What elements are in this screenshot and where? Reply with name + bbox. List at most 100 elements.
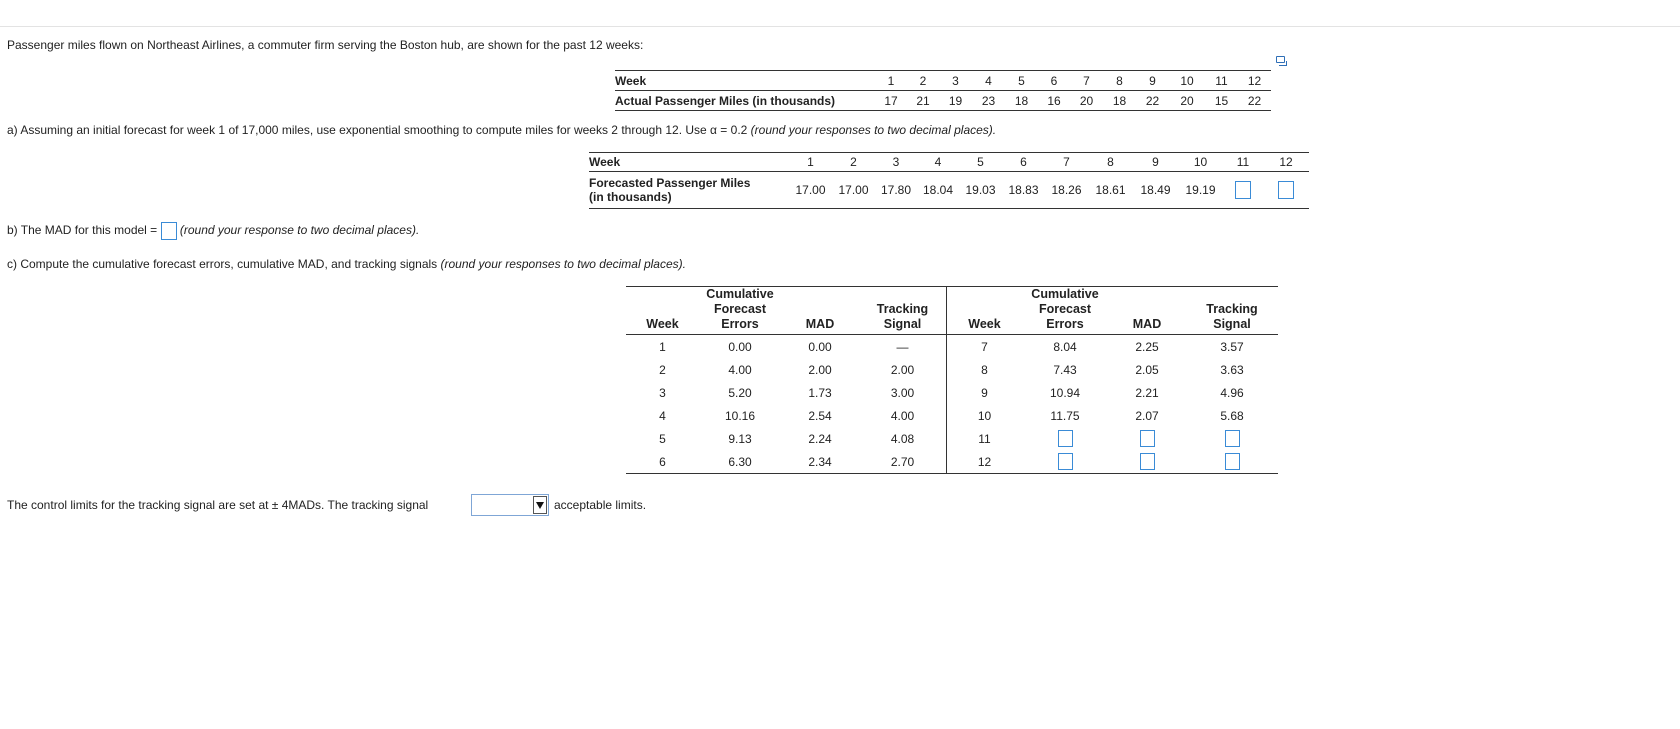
t1-week-3: 3 [939,70,972,91]
t1-actual-4: 23 [972,90,1005,111]
t1-actual-8: 18 [1103,90,1136,111]
t2-week-5: 5 [959,152,1002,172]
part-b-note: (round your response to two decimal plac… [179,223,420,238]
forecast-row-label-line2: (in thousands) [589,190,672,204]
table-row: 1 0.00 0.00 — 7 8.04 2.25 3.57 [626,334,1278,358]
tracking-signal-dropdown[interactable] [471,494,549,516]
t2-forecast-5: 19.03 [959,171,1002,209]
t1-week-10: 10 [1169,70,1205,91]
forecast-week-11-input[interactable] [1235,181,1251,199]
t1-actual-11: 15 [1205,90,1238,111]
t3-ts-cell: 3.57 [1220,339,1244,354]
t3-mad-cell [1108,450,1186,474]
part-a-text: a) Assuming an initial forecast for week… [7,123,751,137]
t2-week-12: 12 [1263,152,1309,172]
t2-week-6: 6 [1002,152,1045,172]
tracking-signal-week-11-input[interactable] [1224,430,1240,447]
t2-week-3: 3 [875,152,917,172]
t3-mad-cell [1108,427,1186,450]
part-c-text: c) Compute the cumulative forecast error… [7,257,441,271]
t1-week-4: 4 [972,70,1005,91]
copy-table-icon[interactable] [1276,56,1287,66]
t3-ts-cell: 4.96 [1220,385,1244,400]
t1-week-5: 5 [1005,70,1038,91]
t3-mad-cell: 2.00 [808,362,832,377]
t1-actual-2: 21 [907,90,939,111]
actual-miles-row-label: Actual Passenger Miles (in thousands) [615,90,875,111]
t3-cfe-header-left-l3: Errors [721,317,759,331]
t2-week-2: 2 [832,152,875,172]
t3-ts-header-right: Tracking Signal [1186,286,1278,335]
t2-forecast-6: 18.83 [1002,171,1045,209]
t3-week-header-right: Week [946,286,1022,335]
t1-actual-6: 16 [1038,90,1070,111]
t3-cfe-cell: 11.75 [1050,408,1080,423]
t3-cfe-cell: 0.00 [728,339,752,354]
t3-week-cell: 3 [659,385,666,400]
t3-cfe-header-left: Cumulative Forecast Errors [699,286,781,335]
t3-ts-header-right-l1: Tracking [1206,302,1258,316]
part-a-prompt: a) Assuming an initial forecast for week… [7,123,996,137]
t1-week-6: 6 [1038,70,1070,91]
t3-mad-cell: 2.24 [808,431,832,446]
t1-actual-3: 19 [939,90,972,111]
t3-cfe-cell: 10.94 [1049,385,1081,400]
t3-ts-cell: 2.00 [859,358,947,381]
t1-actual-1: 17 [875,90,907,111]
t2-forecast-1: 17.00 [789,171,832,209]
t3-cfe-header-right-l3: Errors [1046,317,1084,331]
tracking-signal-table: Week Cumulative Forecast Errors MAD Trac… [626,286,1278,474]
table-row: 2 4.00 2.00 2.00 8 7.43 2.05 3.63 [626,358,1278,381]
t2-week-8: 8 [1088,152,1133,172]
t3-ts-cell: 5.68 [1220,408,1244,423]
week-row-label: Week [615,70,875,91]
t2-week-9: 9 [1133,152,1178,172]
t1-week-11: 11 [1205,70,1238,91]
t3-cfe-cell: 5.20 [728,385,752,400]
t3-mad-cell: 2.34 [781,450,859,474]
cfe-week-12-input[interactable] [1057,453,1073,470]
t3-cfe-cell [1022,427,1108,450]
t3-ts-header-left-l2: Signal [883,317,922,331]
t2-forecast-4: 18.04 [917,171,959,209]
t1-actual-12: 22 [1238,90,1271,111]
t1-actual-5: 18 [1005,90,1038,111]
t3-week-cell: 4 [659,408,666,423]
t2-forecast-2: 17.00 [832,171,875,209]
t3-week-cell: 1 [659,339,666,354]
table-row: 3 5.20 1.73 3.00 9 10.94 2.21 4.96 [626,381,1278,404]
t2-forecast-9: 18.49 [1133,171,1178,209]
table-row: 5 9.13 2.24 4.08 11 [626,427,1278,450]
forecast-table: Week 1 2 3 4 5 6 7 8 9 10 11 12 Forecast… [589,152,1309,209]
t3-ts-cell: 2.70 [859,450,947,474]
t3-week-cell: 11 [978,431,991,446]
forecast-row-label-line1: Forecasted Passenger Miles [589,176,751,190]
table-row: 4 10.16 2.54 4.00 10 11.75 2.07 5.68 [626,404,1278,427]
t3-cfe-cell: 10.16 [724,408,756,423]
actual-miles-table: Week 1 2 3 4 5 6 7 8 9 10 11 12 Actual P… [615,70,1271,111]
t1-week-9: 9 [1136,70,1169,91]
t2-forecast-11-cell [1223,171,1263,209]
t3-ts-header-left: Tracking Signal [859,286,947,335]
t3-mad-cell: 0.00 [808,339,832,354]
mad-week-11-input[interactable] [1139,430,1155,447]
t3-mad-cell: 2.25 [1135,339,1159,354]
part-b-prompt: b) The MAD for this model = (round your … [7,222,419,240]
mad-week-12-input[interactable] [1139,453,1155,470]
chevron-down-icon[interactable] [533,496,547,514]
t3-cfe-header-right-l1: Cumulative [1031,287,1099,301]
part-b-text: b) The MAD for this model = [7,223,158,238]
tracking-signal-week-12-input[interactable] [1224,453,1240,470]
t3-week-cell: 2 [659,362,666,377]
t3-week-cell: 6 [626,450,699,474]
t3-mad-cell: 1.73 [808,385,832,400]
t3-mad-header-left: MAD [781,286,859,335]
t3-cfe-cell: 7.43 [1053,362,1077,377]
forecast-week-12-input[interactable] [1278,181,1294,199]
cfe-week-11-input[interactable] [1057,430,1073,447]
t3-mad-cell: 2.54 [808,408,832,423]
mad-input[interactable] [160,222,177,240]
t2-week-4: 4 [917,152,959,172]
t2-forecast-10: 19.19 [1178,171,1223,209]
t2-forecast-7: 18.26 [1045,171,1088,209]
